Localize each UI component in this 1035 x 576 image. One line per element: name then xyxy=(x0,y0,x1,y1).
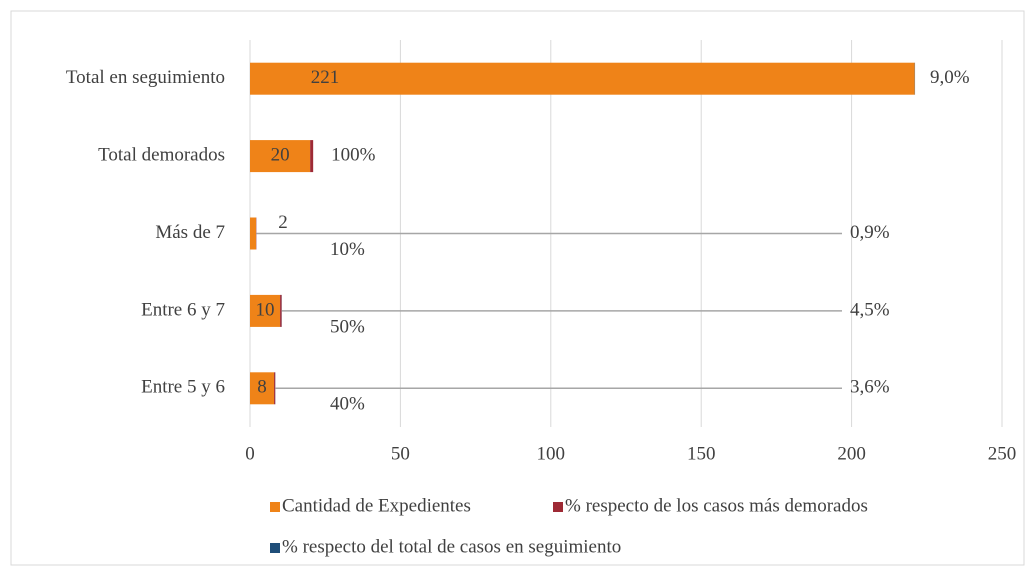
bar-segment xyxy=(274,372,276,405)
bar-segment xyxy=(250,294,281,327)
legend-swatch xyxy=(270,543,280,553)
legend-swatch xyxy=(553,502,563,512)
y-tick-label: Total demorados xyxy=(98,144,225,165)
bar-segment xyxy=(250,140,311,173)
data-label: 20 xyxy=(271,144,290,165)
x-tick-label: 100 xyxy=(537,443,566,464)
data-label: 100% xyxy=(331,144,376,165)
x-tick-label: 0 xyxy=(245,443,255,464)
x-tick-label: 50 xyxy=(391,443,410,464)
y-tick-label: Entre 5 y 6 xyxy=(141,377,225,398)
data-label: 9,0% xyxy=(930,67,970,88)
chart-border xyxy=(10,10,1025,566)
x-tick-label: 150 xyxy=(687,443,716,464)
bar-segment xyxy=(250,372,275,405)
data-label: 3,6% xyxy=(850,377,890,398)
bar-segment xyxy=(250,62,915,95)
legend-label: Cantidad de Expedientes xyxy=(282,495,471,516)
data-label: 8 xyxy=(257,377,267,398)
data-label: 2 xyxy=(278,212,288,233)
data-label: 4,5% xyxy=(850,299,890,320)
x-tick-label: 250 xyxy=(988,443,1017,464)
data-label: 0,9% xyxy=(850,222,890,243)
bar-segment xyxy=(250,217,257,250)
data-label: 50% xyxy=(330,316,365,337)
y-tick-label: Entre 6 y 7 xyxy=(141,299,225,320)
data-label: 221 xyxy=(311,67,340,88)
legend-label: % respecto del total de casos en seguimi… xyxy=(282,536,621,557)
legend-label: % respecto de los casos más demorados xyxy=(565,495,868,516)
legend-swatch xyxy=(270,502,280,512)
bar-segment xyxy=(280,294,282,327)
bar-segment xyxy=(310,140,314,173)
data-label: 40% xyxy=(330,394,365,415)
x-tick-label: 200 xyxy=(837,443,866,464)
data-label: 10 xyxy=(256,299,275,320)
y-tick-label: Más de 7 xyxy=(155,222,225,243)
data-label: 10% xyxy=(330,239,365,260)
y-tick-label: Total en seguimiento xyxy=(66,67,225,88)
